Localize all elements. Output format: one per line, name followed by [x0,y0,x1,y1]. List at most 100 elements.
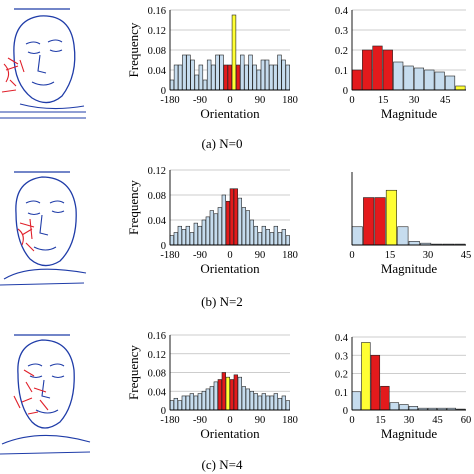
bar [260,59,266,91]
bar [217,379,222,411]
bar [385,189,397,246]
y-tick-label: 0.2 [335,370,348,381]
bar [285,64,290,91]
bar [227,64,233,91]
bar [380,385,390,411]
x-tick-label: 180 [282,415,298,426]
bar [248,54,253,91]
face-sketch-c [0,334,91,455]
bar [351,69,362,91]
x-tick-label: 15 [378,95,389,106]
y-tick-label: 0.3 [335,26,348,37]
x-axis-label: Magnitude [381,106,438,121]
bar [215,54,220,91]
bar [233,374,238,411]
bar [245,210,250,246]
bar [253,393,258,411]
bar [362,49,373,91]
bar [399,404,409,411]
bar [223,64,228,91]
x-tick-label: -90 [193,250,207,261]
bar [182,54,187,91]
bar [221,194,226,246]
bar [408,406,419,411]
bar [408,241,420,246]
bar [249,390,254,411]
bar [455,85,466,91]
bar [253,225,258,246]
y-tick-label: 0.12 [148,26,166,37]
bar [264,59,270,91]
y-tick-label: 0.4 [335,333,349,344]
x-tick-label: 15 [375,415,386,426]
bar [265,395,270,411]
x-axis-label: Orientation [200,261,260,276]
bar [202,79,208,91]
x-tick-label: 0 [227,415,232,426]
face-sketch-a [0,8,86,119]
y-tick-label: 0.08 [148,191,166,202]
y-tick-label: 0.08 [148,46,166,57]
bar [205,388,210,411]
x-axis-label: Magnitude [381,261,438,276]
y-tick-label: 0.3 [335,351,348,362]
bar [211,64,216,91]
y-tick-label: 0.08 [148,369,166,380]
bar [193,395,198,411]
y-tick-label: 0 [343,406,348,417]
bar [351,391,362,411]
x-tick-label: 0 [349,415,354,426]
x-tick-label: 0 [349,250,354,261]
bar [397,226,409,246]
bar [231,14,237,91]
bar [374,197,386,246]
bar [257,395,262,411]
bar [277,54,282,91]
bar [201,390,206,411]
x-tick-label: 45 [432,415,443,426]
caption-a: (a) N=0 [202,136,243,151]
y-tick-label: 0.16 [148,6,166,17]
bar [173,64,179,91]
caption-c: (c) N=4 [202,457,243,472]
bar [189,393,194,411]
bar [424,69,435,91]
bar [363,197,375,246]
y-tick-label: 0.16 [148,331,166,342]
bar [198,64,204,91]
bar [261,393,266,411]
y-axis-label: Frequency [126,180,141,235]
bar [169,79,175,91]
x-tick-label: 30 [409,95,420,106]
x-tick-label: 180 [282,250,298,261]
y-tick-label: 0 [161,86,166,97]
x-tick-label: 90 [255,95,266,106]
bar [281,59,286,91]
bar [281,229,286,246]
bar [205,216,210,246]
bar [209,210,214,246]
bar [193,222,198,246]
bar [186,54,191,91]
chart-orientation-2: 0 0.04 0.08 0.12 0.16 -180 -90 0 90 180 Orientatio… [126,331,298,441]
chart-magnitude-1: 0 15 30 45 Magnitude [349,172,471,276]
bar [173,232,178,246]
bar [403,65,414,91]
bar [351,226,363,246]
bar [190,59,195,91]
x-tick-label: -90 [193,415,207,426]
bar [229,379,234,411]
x-tick-label: 30 [404,415,415,426]
bar [434,71,445,91]
x-tick-label: 0 [227,95,232,106]
bar [217,207,222,246]
x-tick-label: -90 [193,95,207,106]
x-tick-label: -180 [160,95,179,106]
x-tick-label: -180 [160,415,179,426]
y-axis-label: Frequency [126,22,141,77]
bar [372,45,383,91]
x-tick-label: 30 [423,250,434,261]
x-tick-label: 90 [255,250,266,261]
bar [281,395,286,411]
